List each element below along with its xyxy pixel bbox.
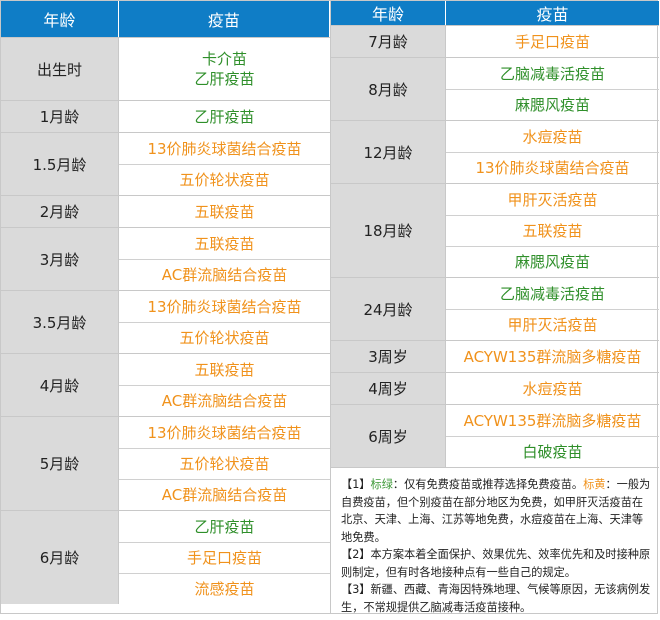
vaccine-cell: 甲肝灭活疫苗 xyxy=(507,190,598,209)
age-group: 3.5月龄 13价肺炎球菌结合疫苗五价轮状疫苗 xyxy=(1,290,330,353)
note-2: 【2】本方案本着全面保护、效果优先、效率优先和及时接种原则制定，但有时各地接种点… xyxy=(341,548,651,579)
vaccine-cell: 甲肝灭活疫苗 xyxy=(446,309,659,340)
vaccine-cell: 手足口疫苗 xyxy=(514,32,590,51)
vaccine-cell: 流感疫苗 xyxy=(119,573,330,604)
age-group: 1.5月龄 13价肺炎球菌结合疫苗五价轮状疫苗 xyxy=(1,132,330,195)
vaccine-cell: 水痘疫苗 xyxy=(522,379,583,398)
vaccine-cell: 白破疫苗 xyxy=(446,436,659,467)
vaccine-cell: 乙肝疫苗 xyxy=(194,107,255,126)
age-cell: 3周岁 xyxy=(331,341,446,372)
vaccine-cell: 水痘疫苗 xyxy=(522,127,583,146)
age-cell: 5月龄 xyxy=(1,417,119,510)
age-group: 5月龄 13价肺炎球菌结合疫苗五价轮状疫苗 AC群流脑结合疫苗 xyxy=(1,416,330,510)
note-3: 【3】新疆、西藏、青海因特殊地理、气候等原因，无该病例发生，不常规提供乙脑减毒活… xyxy=(341,583,651,614)
vaccine-cell: 五价轮状疫苗 xyxy=(119,322,330,353)
age-cell: 6周岁 xyxy=(331,405,446,467)
age-cell: 8月龄 xyxy=(331,58,446,120)
age-group: 18月龄 甲肝灭活疫苗五联疫苗 麻腮风疫苗 xyxy=(331,183,659,277)
age-cell: 7月龄 xyxy=(331,26,446,57)
vaccine-cell: 乙肝疫苗 xyxy=(194,517,255,536)
table-header: 年龄 疫苗 xyxy=(1,1,330,37)
vaccine-cell: ACYW135群流脑多糖疫苗 xyxy=(463,347,642,366)
vaccine-cell: 乙脑减毒活疫苗 xyxy=(499,284,605,303)
vaccine-cell: 五联疫苗 xyxy=(194,202,255,221)
age-cell: 4周岁 xyxy=(331,373,446,404)
vaccine-cell: 五联疫苗 xyxy=(194,234,255,253)
orange-label: 标黄 xyxy=(583,478,606,491)
age-group: 4周岁 水痘疫苗 xyxy=(331,372,659,404)
header-vaccine: 疫苗 xyxy=(119,1,330,37)
age-group: 1月龄 乙肝疫苗 xyxy=(1,100,330,132)
age-group: 7月龄 手足口疫苗 xyxy=(331,25,659,57)
vaccine-cell: 五价轮状疫苗 xyxy=(119,164,330,195)
header-vaccine: 疫苗 xyxy=(536,5,569,24)
table-header: 年龄 疫苗 xyxy=(331,1,659,25)
age-cell: 18月龄 xyxy=(331,184,446,277)
age-group: 3周岁 ACYW135群流脑多糖疫苗 xyxy=(331,340,659,372)
vaccine-cell: AC群流脑结合疫苗 xyxy=(119,385,330,416)
right-table: 年龄 疫苗 7月龄 手足口疫苗 8月龄 乙脑减毒活疫苗 麻腮风疫苗 12月龄 水痘疫苗 13价… xyxy=(331,1,659,614)
notes: 【1】标绿：仅有免费疫苗或推荐选择免费疫苗。标黄：一般为自费疫苗，但个别疫苗在部… xyxy=(331,467,659,620)
age-cell: 3.5月龄 xyxy=(1,291,119,353)
vaccine-cell: 五联疫苗 xyxy=(446,215,659,246)
age-cell: 12月龄 xyxy=(331,121,446,183)
vaccine-cell: 13价肺炎球菌结合疫苗 xyxy=(147,139,302,158)
age-cell: 2月龄 xyxy=(1,196,119,227)
vaccine-cell: 五联疫苗 xyxy=(194,360,255,379)
vaccine-cell: 手足口疫苗 xyxy=(119,542,330,573)
vaccine-cell: 麻腮风疫苗 xyxy=(446,89,659,120)
age-cell: 1.5月龄 xyxy=(1,133,119,195)
age-cell: 4月龄 xyxy=(1,354,119,416)
green-label: 标绿 xyxy=(370,478,393,491)
age-group: 出生时 卡介苗 乙肝疫苗 xyxy=(1,37,330,100)
note-1: 【1】标绿：仅有免费疫苗或推荐选择免费疫苗。标黄：一般为自费疫苗，但个别疫苗在部… xyxy=(341,478,651,544)
age-group: 8月龄 乙脑减毒活疫苗麻腮风疫苗 xyxy=(331,57,659,120)
vaccine-cell: 卡介苗 乙肝疫苗 xyxy=(194,50,255,88)
header-age: 年龄 xyxy=(1,1,119,37)
vaccine-cell: 13价肺炎球菌结合疫苗 xyxy=(147,423,302,442)
age-cell: 1月龄 xyxy=(1,101,119,132)
age-cell: 3月龄 xyxy=(1,228,119,290)
left-table: 年龄 疫苗 出生时 卡介苗 乙肝疫苗 1月龄 乙肝疫苗 1.5月龄 13价肺炎球菌结合疫苗… xyxy=(1,1,331,613)
vaccine-cell: 13价肺炎球菌结合疫苗 xyxy=(446,152,659,183)
vaccine-cell: 乙脑减毒活疫苗 xyxy=(499,64,605,83)
age-cell: 6月龄 xyxy=(1,511,119,604)
age-group: 12月龄 水痘疫苗 13价肺炎球菌结合疫苗 xyxy=(331,120,659,183)
age-group: 24月龄 乙脑减毒活疫苗甲肝灭活疫苗 xyxy=(331,277,659,340)
age-group: 6周岁 ACYW135群流脑多糖疫苗白破疫苗 xyxy=(331,404,659,467)
age-group: 4月龄 五联疫苗 AC群流脑结合疫苗 xyxy=(1,353,330,416)
age-group: 2月龄 五联疫苗 xyxy=(1,195,330,227)
vaccine-cell: 麻腮风疫苗 xyxy=(446,246,659,277)
vaccine-cell: AC群流脑结合疫苗 xyxy=(119,259,330,290)
header-age: 年龄 xyxy=(331,1,446,25)
vaccine-cell: AC群流脑结合疫苗 xyxy=(119,479,330,510)
age-group: 6月龄 乙肝疫苗手足口疫苗 流感疫苗 xyxy=(1,510,330,604)
age-cell: 24月龄 xyxy=(331,278,446,340)
vaccine-cell: 五价轮状疫苗 xyxy=(119,448,330,479)
age-group: 3月龄 五联疫苗 AC群流脑结合疫苗 xyxy=(1,227,330,290)
vaccine-cell: 13价肺炎球菌结合疫苗 xyxy=(147,297,302,316)
vaccine-cell: ACYW135群流脑多糖疫苗 xyxy=(463,411,642,430)
age-cell: 出生时 xyxy=(1,38,119,100)
